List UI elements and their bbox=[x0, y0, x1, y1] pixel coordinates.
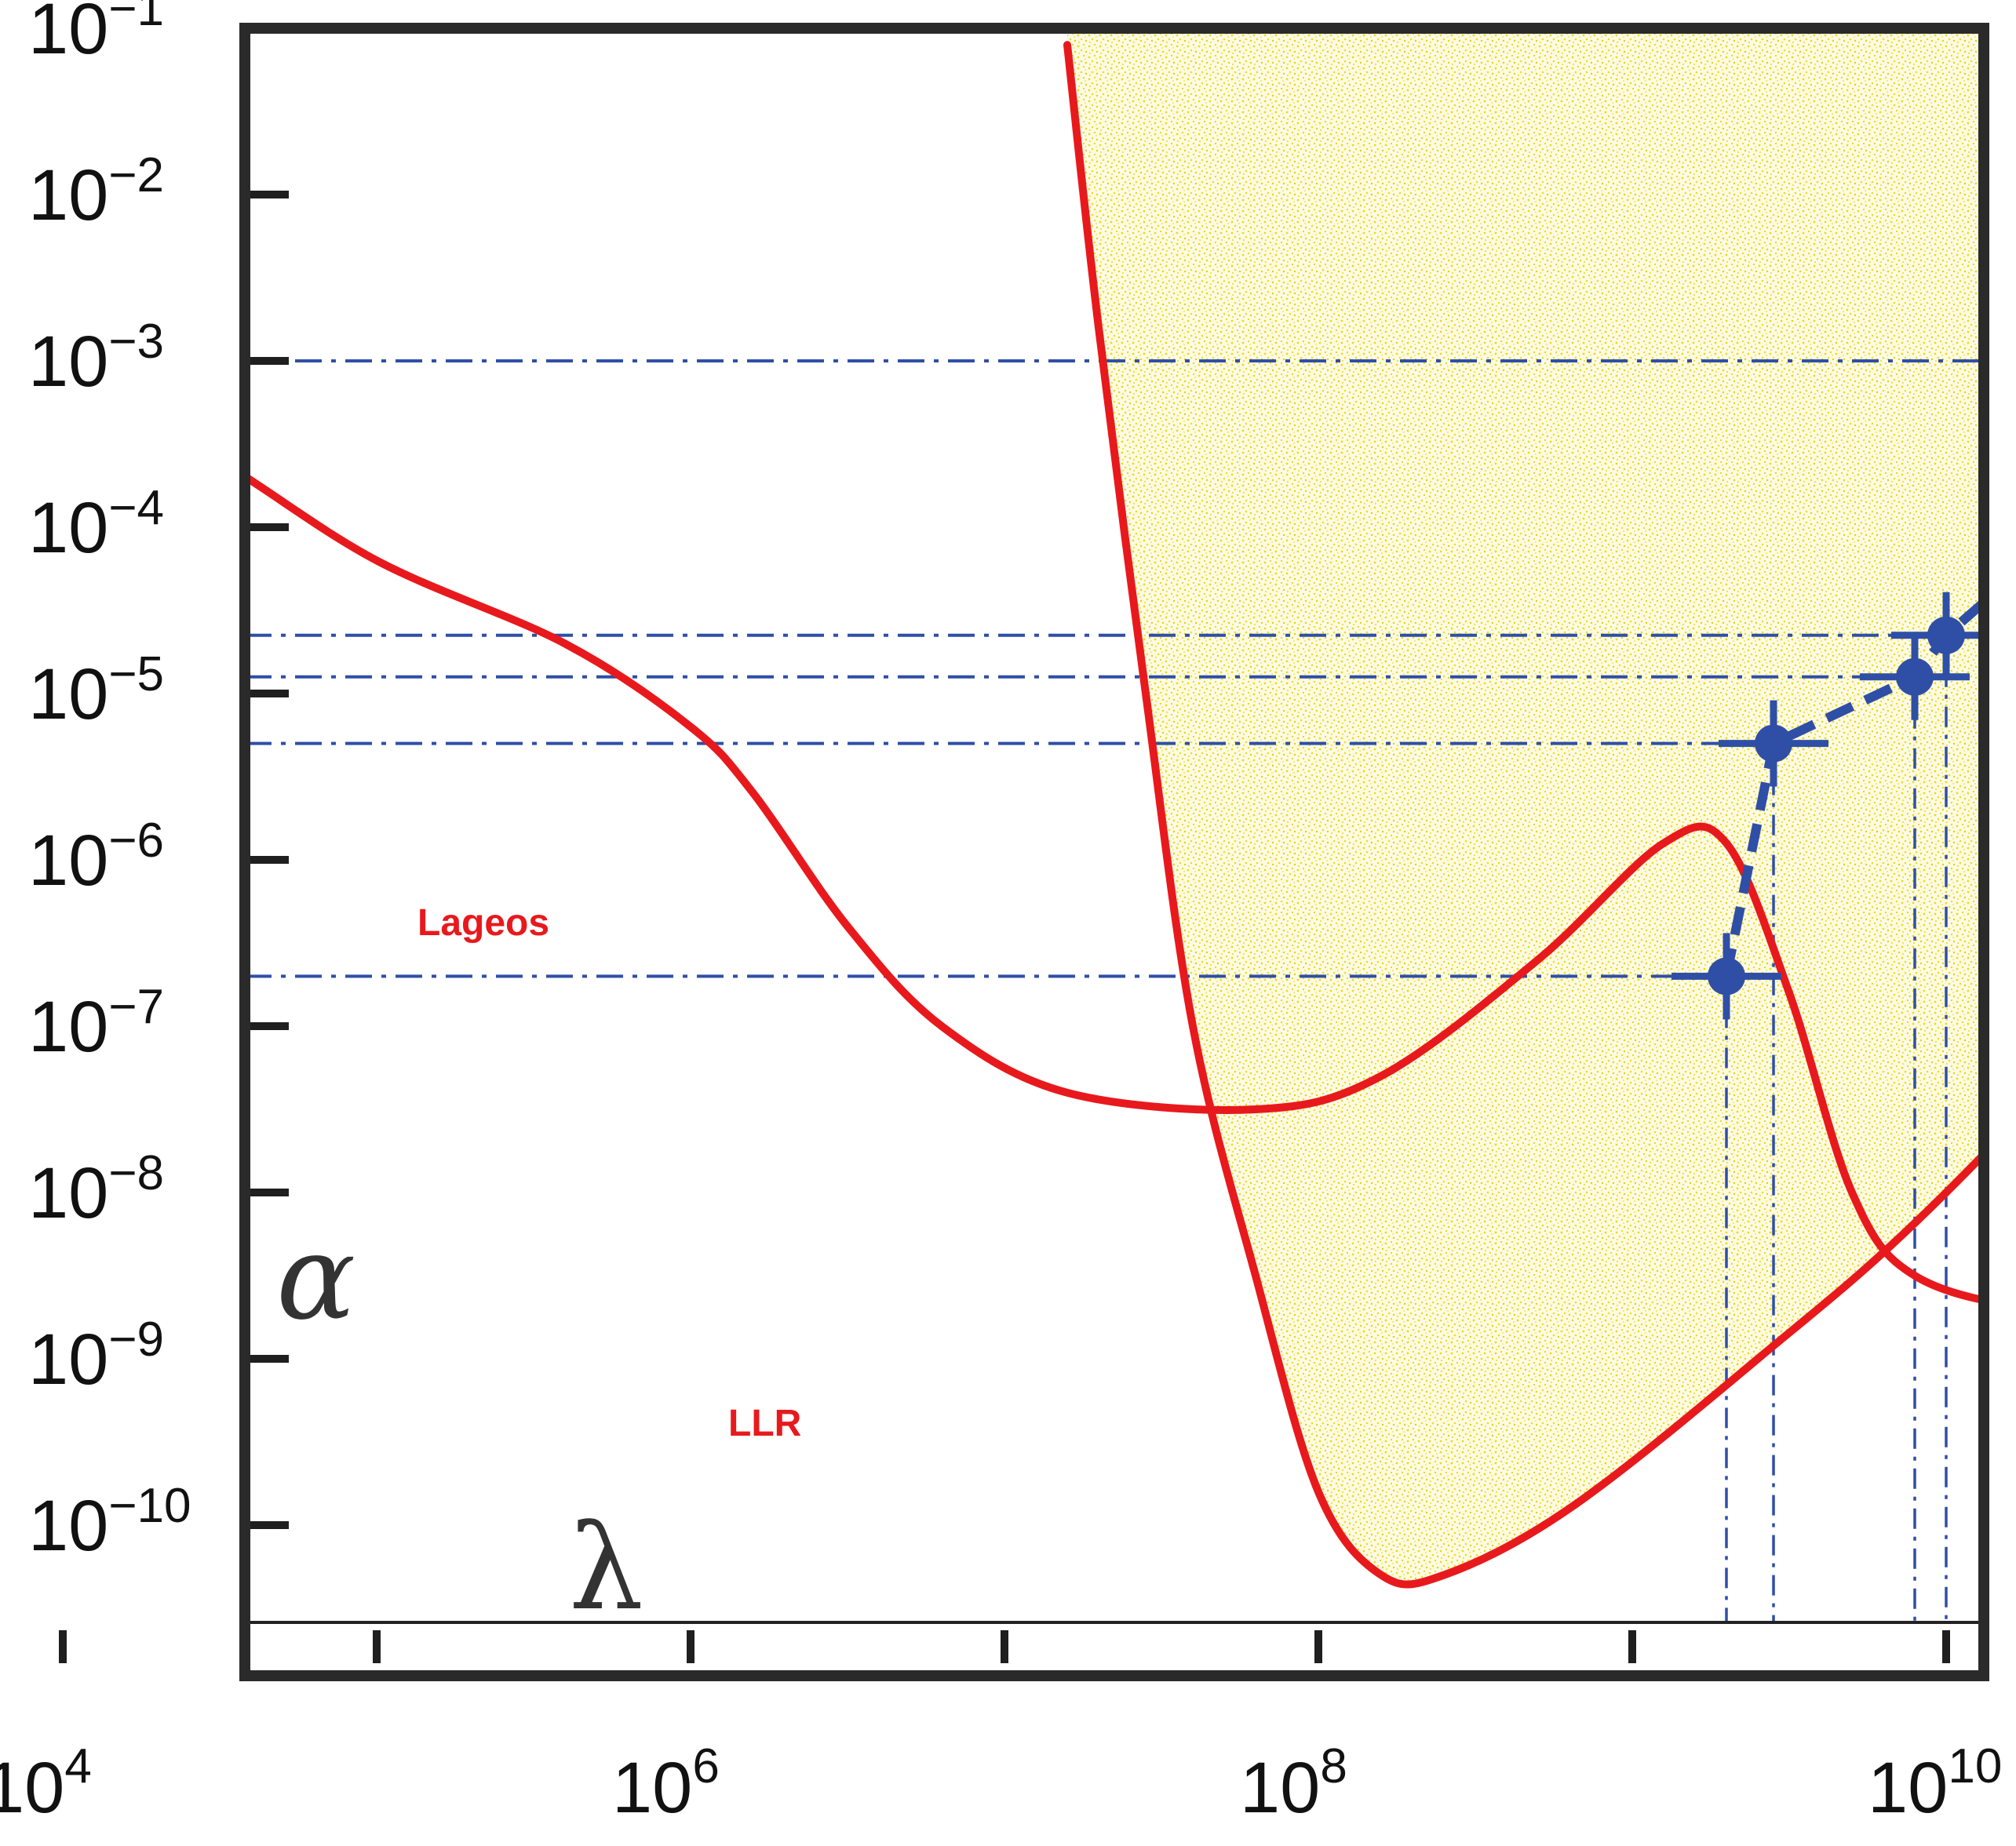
y-tick-label: 10−3 bbox=[28, 315, 164, 402]
curve-labels: Lageos LLR bbox=[417, 902, 801, 1444]
plot-frame bbox=[239, 23, 1989, 1681]
curve-label-lageos: Lageos bbox=[417, 902, 549, 944]
shaded-region bbox=[1067, 28, 1984, 1585]
x-tick-label: 106 bbox=[612, 1739, 720, 1828]
y-tick-label: 10−4 bbox=[28, 481, 164, 568]
y-tick-label: 10−7 bbox=[28, 980, 164, 1067]
curve-lageos bbox=[245, 472, 1984, 1305]
y-tick-label: 10−6 bbox=[28, 814, 164, 901]
data-point-marker bbox=[1860, 633, 1970, 720]
y-tick-label: 10−1 bbox=[28, 0, 164, 69]
markers bbox=[1671, 592, 1984, 1020]
y-tick-label: 10−10 bbox=[28, 1479, 191, 1566]
data-point-marker bbox=[1719, 700, 1828, 787]
curve-label-llr: LLR bbox=[728, 1403, 801, 1444]
x-tick-marks bbox=[59, 1630, 1950, 1663]
x-axis-label: λ bbox=[569, 1500, 643, 1637]
y-axis-label: α bbox=[276, 1210, 355, 1346]
data-point-marker bbox=[1671, 933, 1781, 1020]
x-tick-label: 104 bbox=[0, 1739, 92, 1828]
y-tick-label: 10−8 bbox=[28, 1146, 164, 1233]
curves bbox=[245, 41, 1984, 1589]
x-tick-label: 108 bbox=[1240, 1739, 1347, 1828]
y-tick-label: 10−2 bbox=[28, 148, 164, 235]
x-tick-labels: 104106108101010121014 bbox=[0, 1739, 2002, 1828]
y-tick-label: 10−5 bbox=[28, 647, 164, 734]
data-point-marker bbox=[1891, 592, 1984, 679]
y-tick-labels: 10−1 10−2 10−3 10−4 10−5 10−6 10−7 10−8 10−9 10−1… bbox=[28, 0, 191, 1566]
curve-llr bbox=[1063, 41, 1984, 1589]
x-tick-label: 1010 bbox=[1868, 1739, 2002, 1828]
y-tick-label: 10−9 bbox=[28, 1313, 164, 1400]
